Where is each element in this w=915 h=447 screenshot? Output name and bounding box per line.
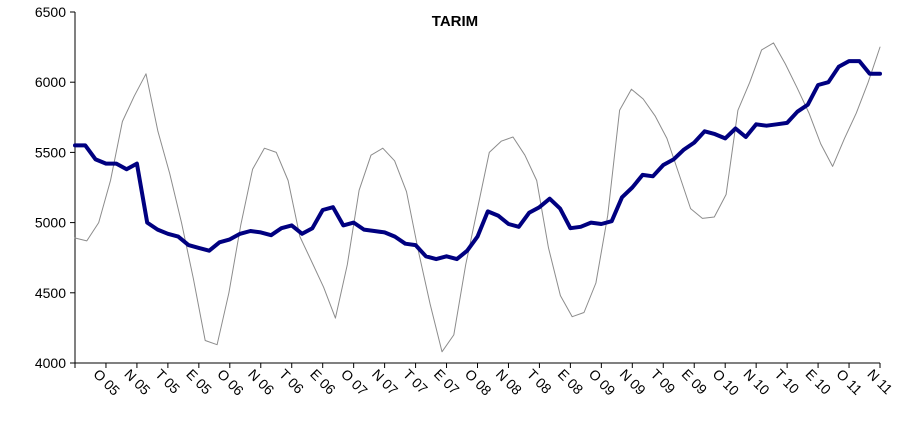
x-tick-label: O 11 (833, 366, 865, 398)
chart-title: TARIM (432, 13, 478, 30)
y-tick-label: 4500 (35, 285, 66, 301)
x-tick-label: E 09 (679, 366, 711, 398)
x-tick-label: T 05 (152, 366, 183, 397)
x-tick-label: T 08 (524, 366, 555, 397)
x-tick-label: N 08 (493, 366, 525, 398)
x-tick-label: N 05 (121, 366, 153, 398)
x-tick-label: T 06 (276, 366, 307, 397)
series-line-1 (74, 42, 881, 353)
x-tick-label: N 11 (864, 366, 896, 398)
x-tick-label: O 07 (338, 366, 371, 399)
x-tick-label: N 07 (369, 366, 401, 398)
x-tick-label: T 10 (772, 366, 803, 397)
x-tick-label: N 09 (617, 366, 649, 398)
y-tick-label: 6500 (35, 4, 66, 20)
x-tick-label: O 10 (710, 366, 743, 399)
series-line-2 (73, 59, 882, 262)
x-tick-label: E 10 (802, 366, 834, 398)
x-tick-label: E 05 (183, 366, 215, 398)
x-tick-label: N 10 (741, 366, 773, 398)
x-tick-label: E 06 (307, 366, 339, 398)
x-tick-label: T 09 (648, 366, 679, 397)
x-tick-label: T 07 (400, 366, 431, 397)
x-tick-label: O 05 (90, 366, 123, 399)
y-tick-label: 4000 (35, 355, 66, 371)
y-tick-label: 6000 (35, 74, 66, 90)
x-tick-label: E 08 (555, 366, 587, 398)
y-tick-label: 5500 (35, 144, 66, 160)
y-tick-label: 5000 (35, 215, 66, 231)
x-tick-label: O 08 (462, 366, 495, 399)
x-tick-label: O 06 (214, 366, 247, 399)
x-tick-label: N 06 (245, 366, 277, 398)
x-tick-label: E 07 (431, 366, 463, 398)
x-tick-label: O 09 (586, 366, 619, 399)
